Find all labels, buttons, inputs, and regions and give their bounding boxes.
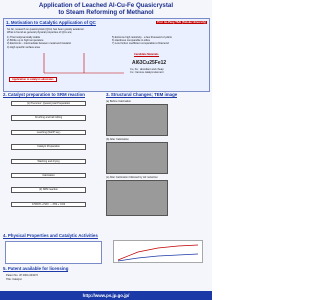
section-heading: 2. Catalyst preparation to SRM reaction	[3, 92, 85, 98]
tem-image	[106, 104, 168, 136]
note: Cu, Fe : abundant and cheap	[130, 68, 164, 71]
arrows	[43, 53, 124, 74]
property: 4) High specific surface area	[7, 45, 40, 49]
property: 7) Low friction coefficient comparable t…	[112, 42, 169, 46]
property-list: 1) Thermodynamically stable 2) Brittle u…	[7, 36, 71, 49]
title-line: Application of Leached Al-Cu-Fe Quasicry…	[38, 2, 174, 9]
flow-step: Catalyst Preparation	[11, 144, 86, 150]
property: 5) Extreme high resistivity - a few thou…	[112, 36, 173, 39]
caption: (b) After Calcination	[106, 138, 129, 141]
application: Application to catalyst substrates	[9, 77, 57, 83]
candidate-notes: Cu, Fe : abundant and cheap Cu : famous …	[130, 68, 164, 74]
tem-image	[106, 180, 168, 216]
tem-image	[106, 142, 168, 174]
patent-item: Patent No. JP 2004-323272	[6, 274, 38, 277]
property: 3) Electronic - intermediate between met…	[7, 42, 72, 46]
intro-line: What is found as general physical proper…	[7, 31, 73, 35]
property: 1) Thermodynamically stable	[7, 36, 41, 39]
section4: 4. Physical Properties and Catalytic Act…	[3, 233, 208, 264]
candidate-heading: Candidate Materials	[134, 53, 159, 58]
footer: http://www.ps.jp.go.jp/	[0, 291, 212, 300]
caption: (c) After Calcination followed by H2 red…	[106, 176, 158, 179]
flow-step: Leaching (NaOH aq.)	[11, 129, 86, 136]
intro-line: So far, research on quasicrystals (QCs) …	[7, 28, 85, 31]
flow-chart: (1) Precursor: Quasicrystal Preparation C…	[11, 101, 86, 216]
patent-item: Title: Catalyst	[6, 278, 22, 281]
section-heading: 5. Patent available for licensing	[3, 266, 69, 272]
table	[5, 241, 102, 264]
activity-plot	[113, 240, 203, 263]
intro: So far, research on quasicrystals (QCs) …	[7, 28, 85, 34]
author: Prof. An-Pang TSAI (Tohoku University)	[156, 20, 207, 24]
section-heading: 3. Structural Changes; TEM image	[106, 92, 178, 98]
property-list: 5) Extreme high resistivity - a few thou…	[112, 36, 172, 46]
flow-step: Crushing and ball milling	[11, 115, 86, 121]
section5: 5. Patent available for licensing Patent…	[3, 266, 208, 288]
property: 2) Brittle up to high temperature	[7, 39, 44, 43]
candidate-formula: Al63Cu25Fe12	[132, 60, 167, 66]
note: Cu : famous catalyst element	[130, 71, 164, 75]
poster: Application of Leached Al-Cu-Fe Quasicry…	[0, 0, 212, 300]
flow-step: CH3OH + H2O → 3H2 + CO2	[11, 201, 86, 208]
title-line: to Steam Reforming of Methanol	[58, 9, 154, 16]
flow-step: Calcination	[11, 173, 86, 179]
property: 6) Hardness comparable to silica	[112, 39, 150, 43]
flow-step: (2) SRM reaction	[11, 187, 86, 193]
section-heading: 4. Physical Properties and Catalytic Act…	[3, 233, 98, 239]
section2: 2. Catalyst preparation to SRM reaction …	[3, 92, 103, 232]
section3: 3. Structural Changes; TEM image (a) Bef…	[106, 92, 209, 232]
flow-step: (1) Precursor: Quasicrystal Preparation	[11, 101, 86, 107]
url: http://www.ps.jp.go.jp/	[82, 292, 130, 298]
flow-step: Washing and drying	[11, 158, 86, 165]
section-heading: 1. Motivation to Catalytic Application o…	[6, 20, 96, 26]
section1: 1. Motivation to Catalytic Application o…	[3, 18, 210, 92]
caption: (a) Before Calcination	[106, 100, 132, 103]
